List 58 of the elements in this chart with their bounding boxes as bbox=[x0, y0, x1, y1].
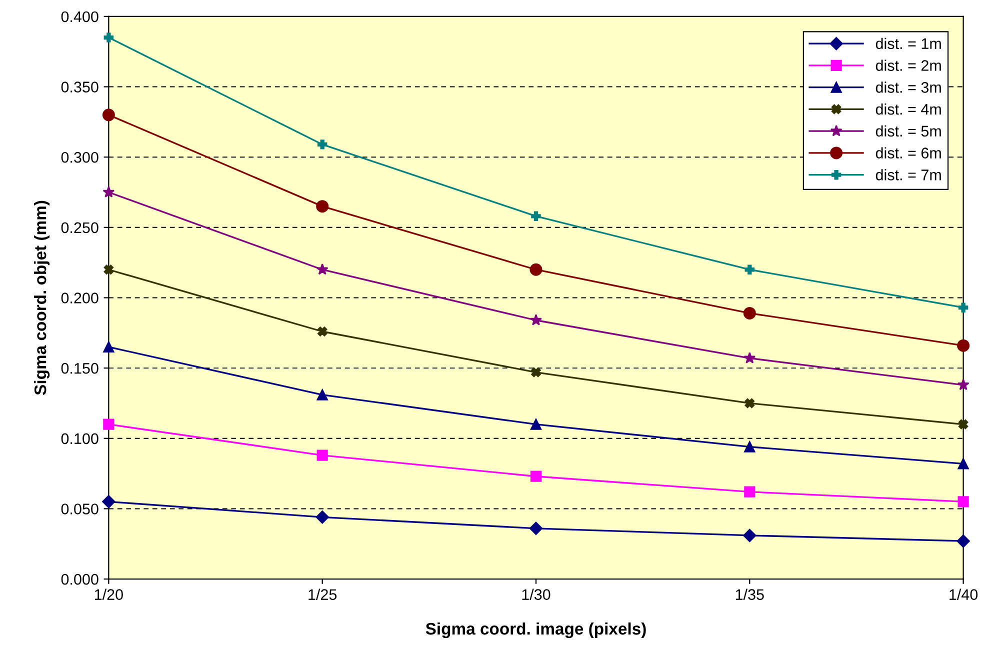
point bbox=[744, 486, 756, 498]
point bbox=[743, 528, 756, 542]
y-tick-label: 0.400 bbox=[61, 11, 98, 22]
legend-label: dist. = 7m bbox=[876, 169, 941, 180]
point bbox=[744, 441, 756, 452]
y-tick-label: 0.300 bbox=[61, 152, 98, 163]
y-tick-label: 0.000 bbox=[61, 574, 98, 585]
y-tick-label: 0.200 bbox=[61, 292, 98, 304]
point bbox=[317, 140, 328, 150]
point bbox=[957, 378, 970, 390]
point bbox=[531, 211, 541, 222]
point bbox=[957, 339, 970, 352]
point bbox=[530, 418, 542, 430]
point bbox=[316, 389, 328, 400]
y-tick-label: 0.350 bbox=[61, 82, 98, 92]
y-tick-label: 0.250 bbox=[61, 222, 98, 234]
legend-label: dist. = 3m bbox=[876, 82, 941, 93]
point bbox=[958, 458, 969, 470]
x-tick-label: 1/25 bbox=[308, 588, 337, 600]
legend-label: dist. = 4m bbox=[876, 103, 941, 115]
x-tick-label: 1/30 bbox=[522, 588, 550, 600]
x-axis-title: Sigma coord. image (pixels) bbox=[426, 622, 646, 638]
point bbox=[102, 108, 115, 122]
point bbox=[316, 450, 328, 461]
point bbox=[316, 510, 329, 524]
legend-label: dist. = 2m bbox=[876, 60, 941, 71]
x-tick-label: 1/20 bbox=[94, 588, 123, 600]
x-tick-label: 1/35 bbox=[736, 588, 764, 600]
point bbox=[744, 352, 756, 364]
x-tick-label: 1/40 bbox=[950, 588, 978, 600]
point bbox=[744, 264, 755, 274]
y-axis-title: Sigma coord. objet (mm) bbox=[34, 200, 50, 395]
point bbox=[744, 398, 755, 408]
point bbox=[529, 522, 543, 535]
point bbox=[531, 367, 541, 378]
point bbox=[958, 302, 968, 312]
point bbox=[743, 306, 756, 320]
point bbox=[316, 200, 329, 213]
y-tick-label: 0.100 bbox=[61, 433, 98, 444]
point bbox=[103, 418, 114, 430]
point bbox=[104, 264, 114, 274]
point bbox=[317, 326, 328, 336]
legend-label: dist. = 1m bbox=[876, 38, 941, 50]
point bbox=[956, 534, 970, 548]
point bbox=[316, 263, 328, 275]
point bbox=[104, 32, 114, 42]
point bbox=[102, 495, 116, 508]
point bbox=[530, 263, 542, 276]
point bbox=[530, 314, 542, 326]
legend-label: dist. = 5m bbox=[876, 125, 941, 137]
point bbox=[958, 419, 968, 430]
point bbox=[103, 341, 114, 353]
y-tick-label: 0.050 bbox=[61, 504, 98, 514]
point bbox=[530, 470, 542, 482]
point bbox=[102, 186, 115, 198]
legend-label: dist. = 6m bbox=[876, 147, 941, 158]
y-tick-label: 0.150 bbox=[61, 362, 98, 374]
point bbox=[958, 496, 969, 508]
